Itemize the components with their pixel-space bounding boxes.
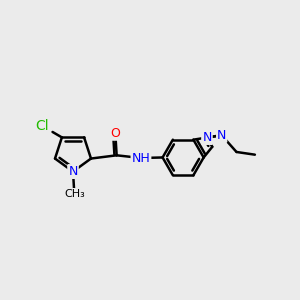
Text: N: N (68, 165, 78, 178)
Text: N: N (217, 129, 226, 142)
Text: Cl: Cl (36, 119, 49, 133)
Text: N: N (202, 131, 212, 144)
Text: O: O (110, 127, 120, 140)
Text: Cl: Cl (36, 119, 49, 133)
Text: N: N (68, 165, 78, 178)
Text: NH: NH (132, 152, 150, 164)
Text: N: N (202, 131, 212, 144)
Text: N: N (217, 129, 226, 142)
Text: CH₃: CH₃ (64, 189, 85, 199)
Text: NH: NH (132, 152, 150, 164)
Text: O: O (110, 127, 120, 140)
Text: CH₃: CH₃ (64, 189, 85, 199)
